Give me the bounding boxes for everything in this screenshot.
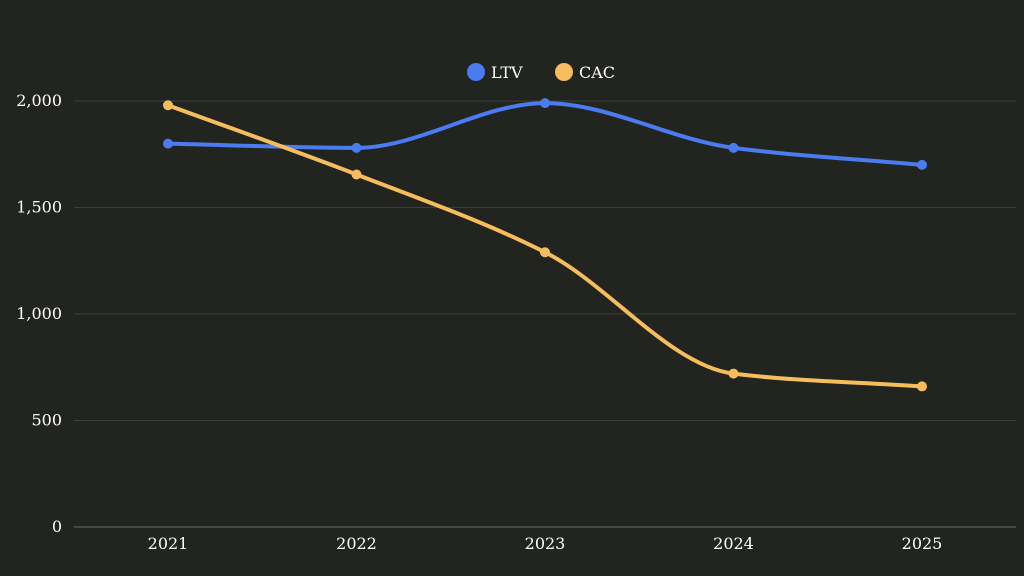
x-tick-label: 2022 <box>336 534 377 553</box>
ltv-series-line <box>166 101 924 167</box>
y-tick-label: 500 <box>31 411 62 430</box>
ltv-data-point <box>917 159 927 170</box>
cac-data-point <box>163 100 173 111</box>
legend-label: CAC <box>579 63 615 82</box>
y-axis-ticks: 0 500 1,000 1,500 2,000 <box>16 91 62 536</box>
legend-marker <box>555 63 573 81</box>
y-tick-label: 1,500 <box>16 198 62 217</box>
x-tick-label: 2021 <box>148 534 189 553</box>
cac-data-point <box>351 169 362 180</box>
series-lines <box>163 98 927 392</box>
legend-item-ltv[interactable]: LTV <box>467 63 523 82</box>
cac-data-point <box>728 368 739 379</box>
ltv-data-point <box>728 142 739 153</box>
legend-item-cac[interactable]: CAC <box>555 63 615 82</box>
x-tick-label: 2025 <box>902 534 943 553</box>
legend: LTV CAC <box>467 63 615 82</box>
x-axis-ticks: 2021 2022 2023 2024 2025 <box>148 534 943 553</box>
cac-data-point <box>540 247 550 258</box>
ltv-data-point <box>351 142 362 153</box>
ltv-data-point <box>540 98 550 109</box>
y-tick-label: 2,000 <box>16 91 62 110</box>
gridlines <box>74 100 1016 421</box>
legend-label: LTV <box>491 63 523 82</box>
y-tick-label: 0 <box>52 517 62 536</box>
x-tick-label: 2023 <box>525 534 566 553</box>
x-tick-label: 2024 <box>713 534 754 553</box>
cac-data-point <box>917 381 927 392</box>
ltv-data-point <box>163 138 173 149</box>
y-tick-label: 1,000 <box>16 304 62 323</box>
legend-marker <box>467 63 485 81</box>
cac-series-line <box>166 103 924 389</box>
